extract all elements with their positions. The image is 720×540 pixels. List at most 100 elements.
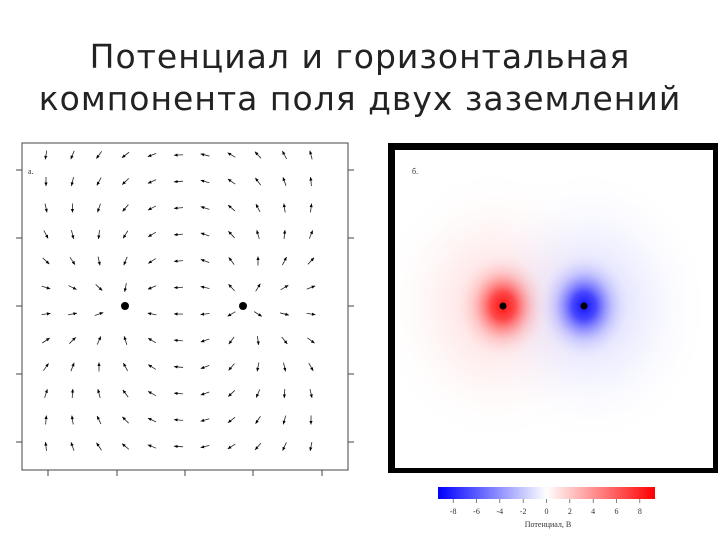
arrow-head <box>122 416 126 421</box>
arrow-head <box>96 154 100 159</box>
panel-frame <box>21 142 349 471</box>
arrow-head <box>200 259 205 263</box>
arrow-head <box>200 232 205 236</box>
arrow-head <box>174 391 178 396</box>
arrow-head <box>255 446 259 450</box>
arrow-head <box>44 442 48 446</box>
arrow-head <box>70 155 74 160</box>
arrow-head <box>228 340 233 345</box>
arrow-head <box>283 340 288 345</box>
arrow-head <box>99 312 104 316</box>
arrow-head <box>200 285 205 289</box>
panel-label: б. <box>412 167 418 176</box>
potential-panel: б. <box>388 143 718 473</box>
arrow-head <box>148 391 152 395</box>
arrow-head <box>71 260 76 265</box>
electrode <box>499 302 507 310</box>
colorbar-tick-label: 6 <box>615 507 619 516</box>
arrow-head <box>97 389 101 393</box>
arrow-head <box>228 257 233 262</box>
colorbar-tick-label: -4 <box>496 507 503 516</box>
arrow-head <box>228 284 233 288</box>
arrow-head <box>282 394 287 398</box>
colorbar-tick-label: 0 <box>545 507 549 516</box>
arrow-head <box>44 389 48 394</box>
arrow-head <box>123 336 127 341</box>
title-line: Потенциал и горизонтальная <box>90 37 631 76</box>
arrow-head <box>70 389 75 393</box>
arrow-head <box>174 232 178 237</box>
arrow-head <box>283 230 287 234</box>
arrow-head <box>123 288 127 292</box>
arrow-head <box>45 260 50 265</box>
colorbar-label: Потенциал, В <box>525 520 572 529</box>
arrow-head <box>284 285 289 289</box>
arrow-head <box>228 205 232 209</box>
arrow-head <box>97 235 101 239</box>
arrow-head <box>200 339 205 343</box>
arrow-head <box>148 338 152 342</box>
arrow-head <box>147 286 152 290</box>
arrow-head <box>309 394 313 398</box>
arrow-head <box>72 337 76 341</box>
arrow-head <box>282 177 286 182</box>
electrode <box>580 302 588 310</box>
arrow-head <box>227 178 232 183</box>
arrow-head <box>148 364 153 368</box>
arrow-head <box>228 231 232 235</box>
arrow-head <box>256 367 260 372</box>
arrow-head <box>147 312 152 316</box>
arrow-head <box>310 257 315 262</box>
arrow-head <box>147 180 152 184</box>
colorbar-tick-label: -2 <box>520 507 527 516</box>
arrow-head <box>309 420 313 425</box>
arrow-head <box>148 260 153 264</box>
arrow-head <box>282 151 286 155</box>
arrow-head <box>285 312 289 316</box>
arrow-head <box>44 208 48 213</box>
arrow-head <box>200 392 205 396</box>
arrow-head <box>70 208 75 213</box>
vector-panel: а. <box>21 142 349 471</box>
electrode <box>121 302 129 310</box>
arrow-head <box>122 207 127 212</box>
arrow-head <box>256 393 260 398</box>
arrow-head <box>227 313 232 317</box>
arrow-head <box>174 312 178 316</box>
arrow-head <box>311 312 316 316</box>
arrow-head <box>148 207 152 211</box>
arrow-head <box>44 155 48 160</box>
arrow-head <box>70 442 74 447</box>
arrow-head <box>256 341 260 345</box>
colorbar-tick-label: -6 <box>473 507 480 516</box>
arrow-head <box>174 418 178 422</box>
arrow-head <box>148 233 152 237</box>
arrow-head <box>283 256 287 261</box>
arrow-head <box>147 418 152 422</box>
arrow-head <box>46 312 51 316</box>
panel-label: а. <box>28 167 34 176</box>
arrow-head <box>309 177 313 181</box>
arrow-head <box>98 287 103 291</box>
arrow-head <box>174 365 178 369</box>
arrow-head <box>70 415 74 420</box>
arrow-head <box>97 208 101 213</box>
arrow-head <box>228 366 233 371</box>
arrow-head <box>121 154 126 158</box>
arrow-head <box>254 151 259 156</box>
arrow-head <box>257 283 261 288</box>
electrode <box>239 302 247 310</box>
arrow-head <box>174 206 178 210</box>
arrow-head <box>174 153 178 157</box>
arrow-head <box>71 362 75 367</box>
arrow-head <box>123 261 127 266</box>
arrow-head <box>200 153 205 157</box>
colorbar-tick-label: 8 <box>638 507 642 516</box>
arrow-head <box>200 445 205 449</box>
arrow-head <box>97 362 101 367</box>
arrow-head <box>310 367 314 371</box>
arrow-head <box>200 418 205 422</box>
arrow-head <box>255 204 259 208</box>
arrow-head <box>123 363 127 367</box>
